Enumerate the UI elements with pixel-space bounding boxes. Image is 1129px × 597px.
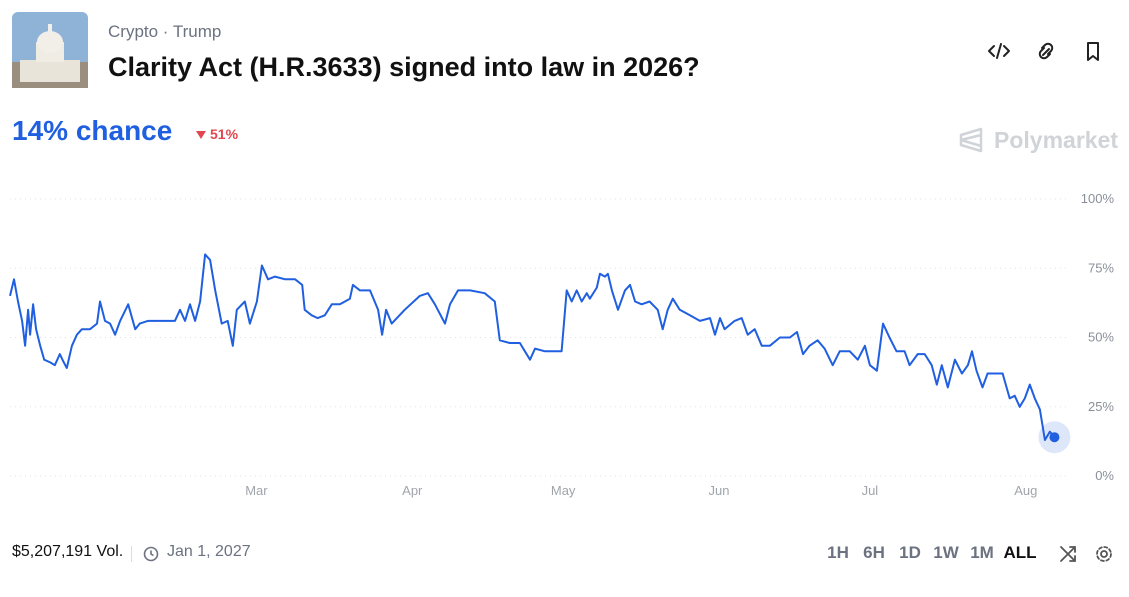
clock-icon <box>143 546 159 562</box>
link-icon[interactable] <box>1038 42 1054 60</box>
x-tick-label: Jun <box>709 483 730 498</box>
end-date: Jan 1, 2027 <box>167 543 251 560</box>
embed-icon[interactable] <box>988 43 1010 59</box>
bookmark-icon[interactable] <box>1087 42 1099 61</box>
volume: $5,207,191 Vol. <box>12 543 124 560</box>
chance: 14% chance <box>12 115 173 146</box>
y-tick-label: 0% <box>1095 468 1114 483</box>
chart: 0% 25% 50% 75% 100% Mar Apr May Jun Jul Aug <box>9 191 1115 498</box>
current-point <box>1049 432 1060 443</box>
y-tick-label: 25% <box>1088 399 1114 414</box>
x-tick-label: Aug <box>1014 483 1037 498</box>
range-button[interactable]: 1H <box>827 543 849 562</box>
y-tick-label: 100% <box>1081 191 1115 206</box>
x-tick-label: Mar <box>245 483 268 498</box>
market-image <box>12 12 88 88</box>
range-selector: 1H 6H 1D 1W 1M ALL <box>820 543 1040 563</box>
down-arrow <box>196 131 206 139</box>
brand: Polymarket <box>994 127 1119 153</box>
range-button[interactable]: 1D <box>899 543 921 562</box>
brand-logo <box>959 127 983 153</box>
price-line <box>9 253 1056 441</box>
change: 51% <box>210 126 239 142</box>
x-tick-label: Jul <box>862 483 879 498</box>
range-button[interactable]: ALL <box>1003 543 1037 562</box>
y-tick-label: 75% <box>1088 260 1114 275</box>
y-tick-label: 50% <box>1088 330 1114 345</box>
tags: Crypto · Trump <box>108 22 222 41</box>
range-button[interactable]: 6H <box>863 543 885 562</box>
range-button[interactable]: 1M <box>970 543 994 562</box>
tag[interactable]: Trump <box>172 22 222 41</box>
range-button[interactable]: 1W <box>933 543 959 562</box>
tag[interactable]: Crypto <box>108 22 159 41</box>
actions <box>988 42 1099 61</box>
chart-tools <box>1060 546 1112 562</box>
settings-icon[interactable] <box>1096 546 1112 562</box>
x-tick-label: Apr <box>402 483 423 498</box>
market-title: Clarity Act (H.R.3633) signed into law i… <box>108 52 700 82</box>
divider <box>131 546 132 562</box>
shuffle-icon[interactable] <box>1060 546 1076 562</box>
x-tick-label: May <box>551 483 576 498</box>
